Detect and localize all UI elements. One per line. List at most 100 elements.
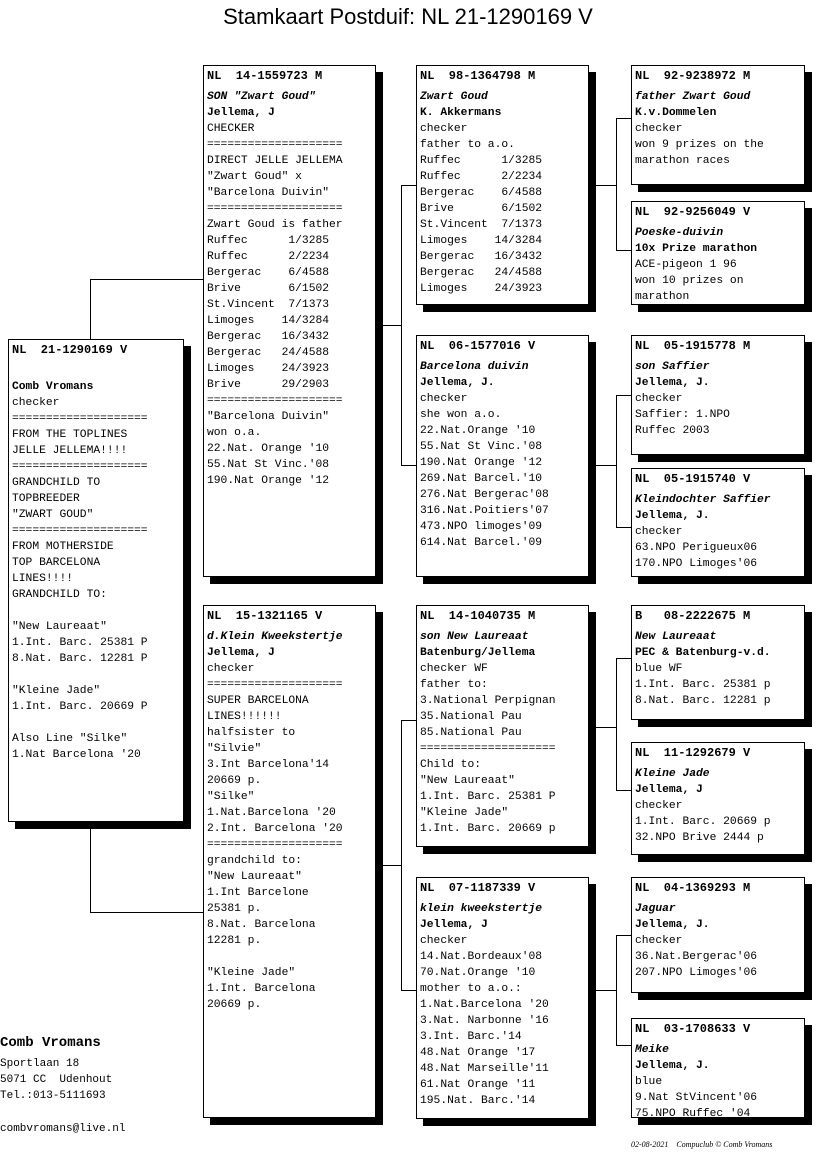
info-line: won 10 prizes on	[635, 275, 744, 287]
info-line: SUPER BARCELONA	[207, 695, 309, 707]
pigeon-card-ds: NL 14-1040735 M son New Laureaat Batenburg…	[416, 605, 589, 847]
info-line: ====================	[420, 743, 556, 755]
info-line: Saffier: 1.NPO	[635, 409, 730, 421]
info-line: checker	[420, 935, 468, 947]
info-line: 70.Nat.Orange '10	[420, 967, 536, 979]
info-line: ====================	[207, 203, 343, 215]
info-line: won 9 prizes on the	[635, 139, 764, 151]
info-line: "Kleine Jade"	[12, 685, 101, 697]
owner: Jellema, J	[207, 647, 275, 659]
info-line: GRANDCHILD TO	[12, 477, 101, 489]
ring-number: NL 92-9238972 M	[635, 69, 751, 83]
info-line: 3.National Perpignan	[420, 695, 556, 707]
owner: Jellema, J.	[635, 919, 710, 931]
info-line: "New Laureaat"	[420, 775, 515, 787]
info-line: 190.Nat Orange '12	[420, 457, 543, 469]
info-line: Ruffec 2003	[635, 425, 710, 437]
info-line: father to a.o.	[420, 139, 515, 151]
connector-line	[90, 912, 203, 913]
ring-number: NL 15-1321165 V	[207, 609, 323, 623]
pigeon-card-dds: NL 04-1369293 M Jaguar Jellema, J. checker 3…	[631, 877, 805, 993]
pigeon-card-sdd: NL 05-1915740 V Kleindochter Saffier Jelle…	[631, 468, 805, 577]
info-line: Ruffec 2/2234	[420, 171, 543, 183]
info-line: ====================	[207, 395, 343, 407]
info-line: Bergerac 6/4588	[420, 187, 543, 199]
connector-line	[616, 658, 631, 659]
info-line: TOPBREEDER	[12, 493, 80, 505]
info-line: halfsister to	[207, 727, 296, 739]
info-line: 2.Int. Barcelona '20	[207, 823, 343, 835]
info-line: LINES!!!!!!	[207, 711, 282, 723]
info-line: 1.Int. Barc. 20669 p	[635, 816, 771, 828]
phone: Tel.:013-5111693	[0, 1090, 106, 1102]
info-line: checker	[12, 397, 60, 409]
info-line: 207.NPO Limoges'06	[635, 967, 758, 979]
info-line	[207, 949, 375, 965]
info-line: ACE-pigeon 1 96	[635, 259, 737, 271]
info-line: Brive 6/1502	[207, 283, 330, 295]
info-line: 8.Nat. Barc. 12281 p	[635, 695, 771, 707]
info-line: TOP BARCELONA	[12, 557, 101, 569]
pigeon-name: Barcelona duivin	[420, 361, 529, 373]
pigeon-card-dam: NL 15-1321165 V d.Klein Kweekstertje Jelle…	[203, 605, 376, 1118]
info-line: "Kleine Jade"	[420, 807, 509, 819]
owner: Jellema, J.	[635, 377, 710, 389]
owner: K.v.Dommelen	[635, 107, 717, 119]
pigeon-card-dsd: NL 11-1292679 V Kleine Jade Jellema, J chec…	[631, 742, 805, 855]
info-line: Brive 6/1502	[420, 203, 543, 215]
connector-line	[616, 118, 617, 250]
connector-line	[616, 395, 631, 396]
info-line	[12, 603, 183, 619]
pigeon-card-sire: NL 14-1559723 M SON "Zwart Goud" Jellema, …	[203, 65, 376, 577]
pigeon-name: SON "Zwart Goud"	[207, 91, 316, 103]
info-line: 195.Nat. Barc.'14	[420, 1095, 536, 1107]
info-line: CHECKER	[207, 123, 255, 135]
info-line: Limoges 14/3284	[420, 235, 543, 247]
info-line: mother to a.o.:	[420, 983, 522, 995]
info-line: Bergerac 16/3432	[420, 251, 543, 263]
info-line: ====================	[12, 525, 148, 537]
pigeon-name: d.Klein Kweekstertje	[207, 631, 343, 643]
info-line: Ruffec 1/3285	[420, 155, 543, 167]
page-title: Stamkaart Postduif: NL 21-1290169 V	[223, 4, 593, 29]
info-line: FROM THE TOPLINES	[12, 429, 128, 441]
pigeon-name: Zwart Goud	[420, 91, 488, 103]
info-line: 1.Int. Barcelona	[207, 983, 316, 995]
info-line: St.Vincent 7/1373	[207, 299, 330, 311]
info-line: 14.Nat.Bordeaux'08	[420, 951, 543, 963]
connector-line	[596, 990, 616, 991]
info-line: checker	[635, 123, 683, 135]
info-line: "Silvie"	[207, 743, 262, 755]
info-line: 1.Int. Barc. 25381 P	[12, 637, 148, 649]
info-line: 473.NPO limoges'09	[420, 521, 543, 533]
info-line: 190.Nat Orange '12	[207, 475, 330, 487]
info-line: marathon races	[635, 155, 730, 167]
info-line: 48.Nat Marseille'11	[420, 1063, 549, 1075]
pigeon-card-ddd: NL 03-1708633 V Meike Jellema, J. blue 9.Nat…	[631, 1018, 805, 1120]
info-line: ====================	[12, 461, 148, 473]
connector-line	[616, 1045, 631, 1046]
info-line: Child to:	[420, 759, 482, 771]
info-line: 276.Nat Bergerac'08	[420, 489, 549, 501]
info-line: ====================	[207, 679, 343, 691]
info-line: 1.Int. Barc. 20669 p	[420, 823, 556, 835]
info-line: 269.Nat Barcel.'10	[420, 473, 543, 485]
ring-number: NL 05-1915778 M	[635, 339, 751, 353]
connector-line	[616, 658, 617, 790]
info-line: GRANDCHILD TO:	[12, 589, 107, 601]
info-line: 12281 p.	[207, 935, 262, 947]
pigeon-card-sds: NL 05-1915778 M son Saffier Jellema, J. che…	[631, 335, 805, 455]
info-line: "Zwart Goud" x	[207, 171, 302, 183]
info-line: "ZWART GOUD"	[12, 509, 94, 521]
info-line: 1.Nat.Barcelona '20	[420, 999, 549, 1011]
connector-line	[616, 250, 631, 251]
ring-number: NL 07-1187339 V	[420, 881, 536, 895]
address-line: 5071 CC Udenhout	[0, 1074, 113, 1086]
pigeon-name: Meike	[635, 1044, 669, 1056]
info-line: checker	[635, 800, 683, 812]
info-line: checker WF	[420, 663, 488, 675]
pigeon-name: Poeske-duivin	[635, 227, 724, 239]
breeder-name: Comb Vromans	[0, 1035, 101, 1051]
pigeon-card-sss: NL 92-9238972 M father Zwart Goud K.v.Domm…	[631, 65, 805, 185]
